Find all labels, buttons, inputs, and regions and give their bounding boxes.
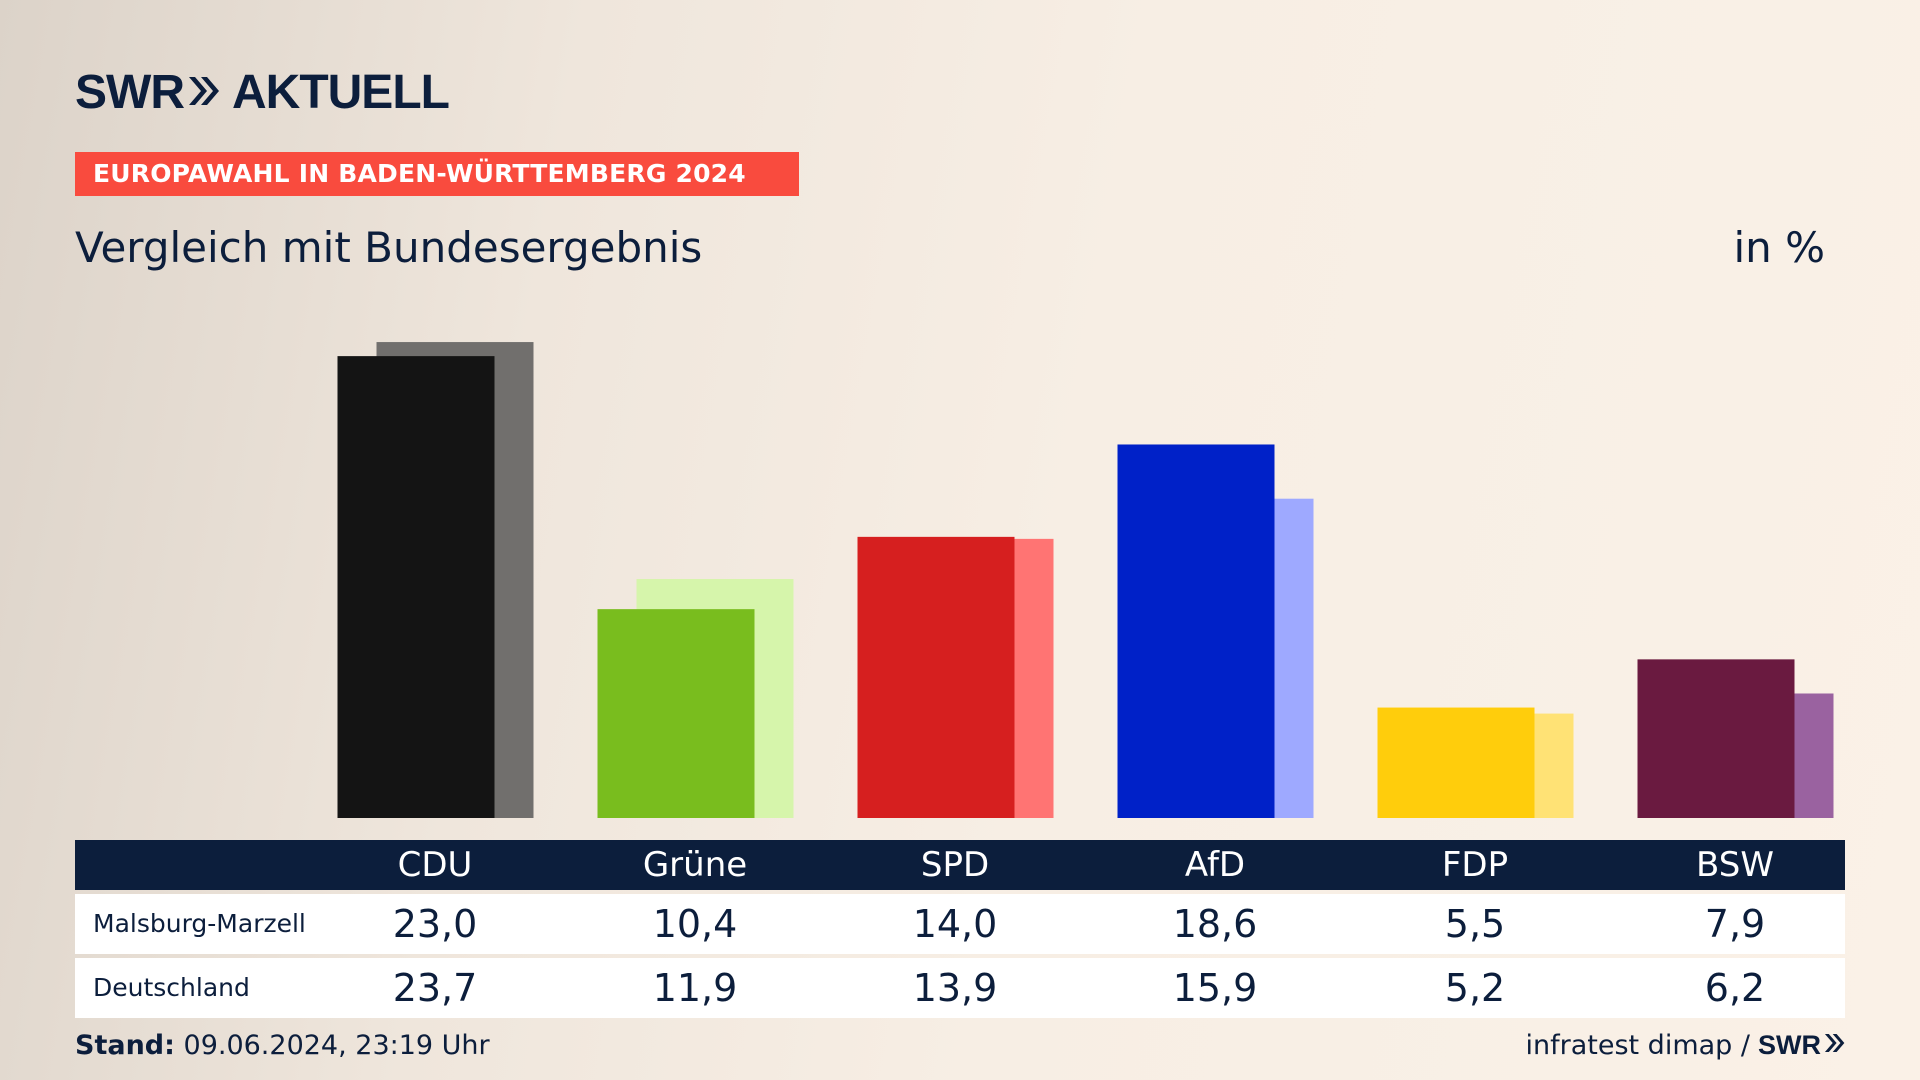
results-table: CDU Grüne SPD AfD FDP BSW Malsburg-Marzell 23… [75,840,1845,1018]
value-deutschland-fdp: 5,2 [1444,966,1506,1010]
footer-source: infratest dimap / SWR [1525,1030,1845,1061]
bar-chart [337,342,1834,818]
swr-mini-logo: SWR [1758,1030,1821,1060]
footer-timestamp: Stand: 09.06.2024, 23:19 Uhr [75,1030,490,1061]
party-header-afd: AfD [1184,845,1246,885]
value-deutschland-bsw: 6,2 [1704,966,1766,1010]
bar-malsburg-bsw [1637,659,1795,818]
table-header: CDU Grüne SPD AfD FDP BSW [75,840,1845,890]
party-header-spd: SPD [920,845,990,885]
unit-label: in % [1733,223,1825,272]
value-deutschland-spd: 13,9 [912,966,998,1010]
stand-label: Stand: [75,1030,175,1061]
swr-aktuell-logo: SWR AKTUELL [75,65,450,120]
chevron-right-icon [186,65,220,120]
value-deutschland-gruene: 11,9 [652,966,738,1010]
stand-value: 09.06.2024, 23:19 Uhr [183,1030,490,1061]
bar-malsburg-fdp [1377,707,1535,818]
party-header-bsw: BSW [1696,845,1774,885]
party-header-cdu: CDU [397,845,473,885]
row-label-deutschland: Deutschland [93,973,250,1002]
chart-title: Vergleich mit Bundesergebnis [75,223,703,272]
bar-malsburg-afd [1117,444,1275,818]
value-malsburg-bsw: 7,9 [1704,902,1766,946]
bar-malsburg-spd [857,536,1015,818]
logo-swr-text: SWR [75,65,185,119]
party-header-fdp: FDP [1441,845,1509,885]
value-deutschland-afd: 15,9 [1172,966,1258,1010]
value-malsburg-afd: 18,6 [1172,902,1258,946]
source-text: infratest dimap / [1525,1030,1750,1061]
logo-aktuell-text: AKTUELL [231,65,450,119]
value-malsburg-fdp: 5,5 [1444,902,1506,946]
bar-malsburg-gruene [597,609,755,818]
chevron-right-icon [1823,1030,1845,1061]
table-row: Deutschland 23,7 11,9 13,9 15,9 5,2 6,2 [75,958,1845,1018]
row-label-malsburg: Malsburg-Marzell [93,909,306,938]
value-deutschland-cdu: 23,7 [392,966,478,1010]
party-header-gruene: Grüne [642,845,748,885]
bar-malsburg-cdu [337,356,495,818]
election-tag: EUROPAWAHL IN BADEN-WÜRTTEMBERG 2024 [75,152,799,196]
value-malsburg-spd: 14,0 [912,902,998,946]
value-malsburg-cdu: 23,0 [392,902,478,946]
table-row: Malsburg-Marzell 23,0 10,4 14,0 18,6 5,5 7,9 [75,894,1845,954]
value-malsburg-gruene: 10,4 [652,902,738,946]
